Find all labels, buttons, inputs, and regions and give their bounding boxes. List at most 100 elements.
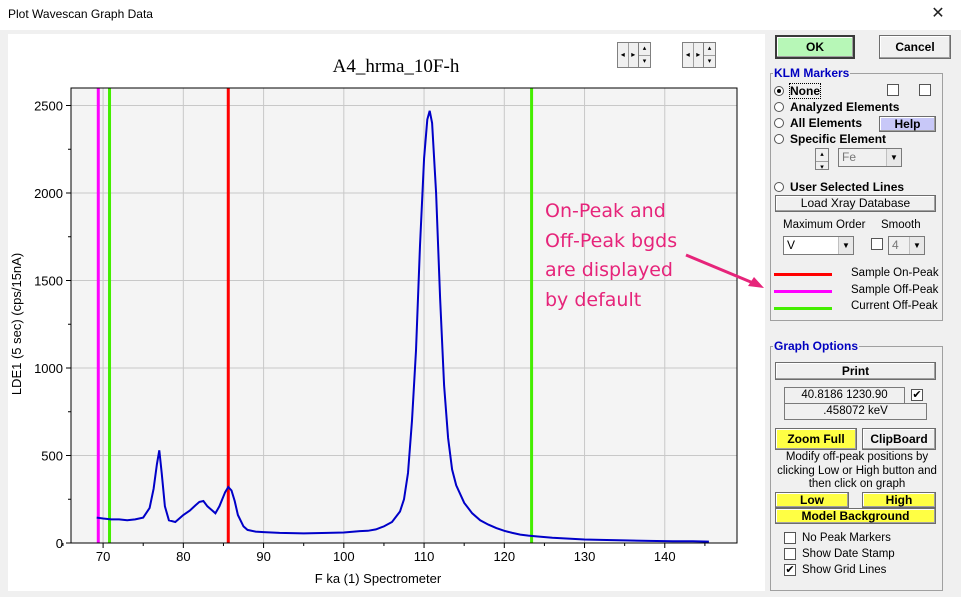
x-zoom-buttons[interactable]: ▴ ▾ [638,42,651,68]
radio-dot[interactable] [774,134,784,144]
spin-up-icon[interactable]: ▴ [816,149,828,162]
pan-left-icon[interactable]: ◂ [618,43,629,67]
cursor-readout-checkbox[interactable]: ✔ [911,389,923,401]
wavescan-plot[interactable]: 70 80 90 100 110 120 130 140 0 500 1000 1500 2000 250… [8,34,765,591]
x-pan-buttons[interactable]: ◂ ▸ [617,42,639,68]
ok-button[interactable]: OK [775,35,855,59]
annotation-line: On-Peak and [545,200,666,222]
grid [71,88,737,543]
radio-label: All Elements [790,116,863,130]
pan-left-icon[interactable]: ◂ [683,43,694,67]
y-tick-label: 2000 [34,186,63,201]
annotation-arrow-icon [685,253,764,288]
cursor-position-readout: 40.8186 1230.90 [784,387,905,404]
load-xray-database-button[interactable]: Load Xray Database [775,195,936,212]
zoom-full-button[interactable]: Zoom Full [775,428,857,450]
high-button[interactable]: High [862,492,936,508]
maximum-order-select[interactable]: V ▼ [783,236,854,255]
zoom-down-icon[interactable]: ▾ [642,58,647,65]
x-tick-label: 80 [176,549,190,564]
graph-options-title: Graph Options [773,339,859,353]
checkbox-label: Show Date Stamp [802,548,895,560]
checkbox-box[interactable] [784,548,796,560]
radio-all-elements[interactable]: All Elements [774,116,862,130]
maximum-order-value: V [787,238,796,252]
x-tick-label: 120 [493,549,515,564]
chevron-down-icon[interactable]: ▼ [886,149,901,166]
y-tick-label: 0 [56,536,63,551]
radio-specific-element[interactable]: Specific Element [774,132,886,146]
energy-value: .458072 keV [823,405,888,417]
low-button[interactable]: Low [775,492,849,508]
energy-readout: .458072 keV [784,403,927,420]
clipboard-button[interactable]: ClipBoard [862,428,936,450]
klm-option-checkbox-1[interactable] [887,84,899,96]
cursor-position-value: 40.8186 1230.90 [801,389,888,401]
plot-area [71,88,737,543]
x-tick-label: 130 [574,549,596,564]
zoom-up-icon[interactable]: ▴ [704,43,715,56]
checkbox-box[interactable]: ✔ [784,564,796,576]
klm-option-checkbox-2[interactable] [919,84,931,96]
annotation-callout: On-Peak and Off-Peak bgds are displayed … [545,197,745,315]
radio-label: Specific Element [790,132,887,146]
radio-dot[interactable] [774,182,784,192]
legend-label: Current Off-Peak [851,300,938,312]
axis-ticks: 70 80 90 100 110 120 130 140 0 500 1000 1500 2000 250… [34,99,706,564]
checkbox-label: No Peak Markers [802,532,891,544]
annotation-line: are displayed [545,259,673,281]
checkbox-box[interactable] [784,532,796,544]
pan-right-icon[interactable]: ▸ [631,50,636,59]
close-icon[interactable]: ✕ [931,5,945,22]
zoom-down-icon[interactable]: ▾ [707,58,712,65]
maximum-order-label: Maximum Order [783,219,866,231]
y-pan-buttons[interactable]: ◂ ▸ [682,42,704,68]
radio-label: Analyzed Elements [790,100,900,114]
smooth-select[interactable]: 4 ▼ [888,236,925,255]
spectrum-line [96,110,709,543]
chevron-down-icon[interactable]: ▼ [838,237,853,254]
y-scroll-spinner[interactable]: ◂ ▸ ▴ ▾ [682,42,716,68]
spin-down-icon[interactable]: ▾ [820,164,824,171]
zoom-up-icon[interactable]: ▴ [639,43,650,56]
x-tick-label: 70 [96,549,110,564]
radio-none[interactable]: None [774,83,821,99]
annotation-line: by default [545,288,642,311]
print-button[interactable]: Print [775,362,936,380]
annotation-line: Off-Peak bgds [545,229,678,252]
pan-right-icon[interactable]: ▸ [696,50,701,59]
legend-swatch-current-off-peak [774,307,832,310]
radio-dot[interactable] [774,102,784,112]
cancel-button[interactable]: Cancel [879,35,951,59]
plot-frame [70,87,738,544]
no-peak-markers-checkbox[interactable]: No Peak Markers [784,532,891,544]
chevron-down-icon[interactable]: ▼ [909,237,924,254]
y-zoom-buttons[interactable]: ▴ ▾ [703,42,716,68]
title-bar: Plot Wavescan Graph Data ✕ [0,0,961,30]
y-tick-label: 2500 [34,99,63,114]
smooth-checkbox[interactable] [871,238,883,250]
window-title: Plot Wavescan Graph Data [8,7,153,21]
x-tick-label: 90 [256,549,270,564]
x-scroll-spinner[interactable]: ◂ ▸ ▴ ▾ [617,42,651,68]
element-value: Fe [842,150,857,164]
smooth-label: Smooth [881,219,921,231]
show-date-stamp-checkbox[interactable]: Show Date Stamp [784,548,895,560]
element-select[interactable]: Fe ▼ [838,148,902,167]
radio-dot[interactable] [774,86,784,96]
graph-panel[interactable]: 70 80 90 100 110 120 130 140 0 500 1000 1500 2000 250… [8,34,765,591]
klm-markers-group: KLM Markers None Analyzed Elements All E… [770,66,943,321]
x-tick-label: 110 [414,549,435,564]
element-spinner[interactable]: ▴ ▾ [815,148,829,171]
legend-label: Sample On-Peak [851,267,939,279]
x-axis-label: F ka (1) Spectrometer [315,571,442,586]
help-button[interactable]: Help [879,116,936,132]
peak-markers [96,88,534,543]
model-background-button[interactable]: Model Background [775,508,936,524]
legend-swatch-off-peak [774,290,832,293]
radio-analyzed-elements[interactable]: Analyzed Elements [774,100,899,114]
radio-user-selected-lines[interactable]: User Selected Lines [774,180,904,194]
show-grid-lines-checkbox[interactable]: ✔ Show Grid Lines [784,564,886,576]
radio-dot[interactable] [774,118,784,128]
graph-title: A4_hrma_10F-h [333,56,460,77]
